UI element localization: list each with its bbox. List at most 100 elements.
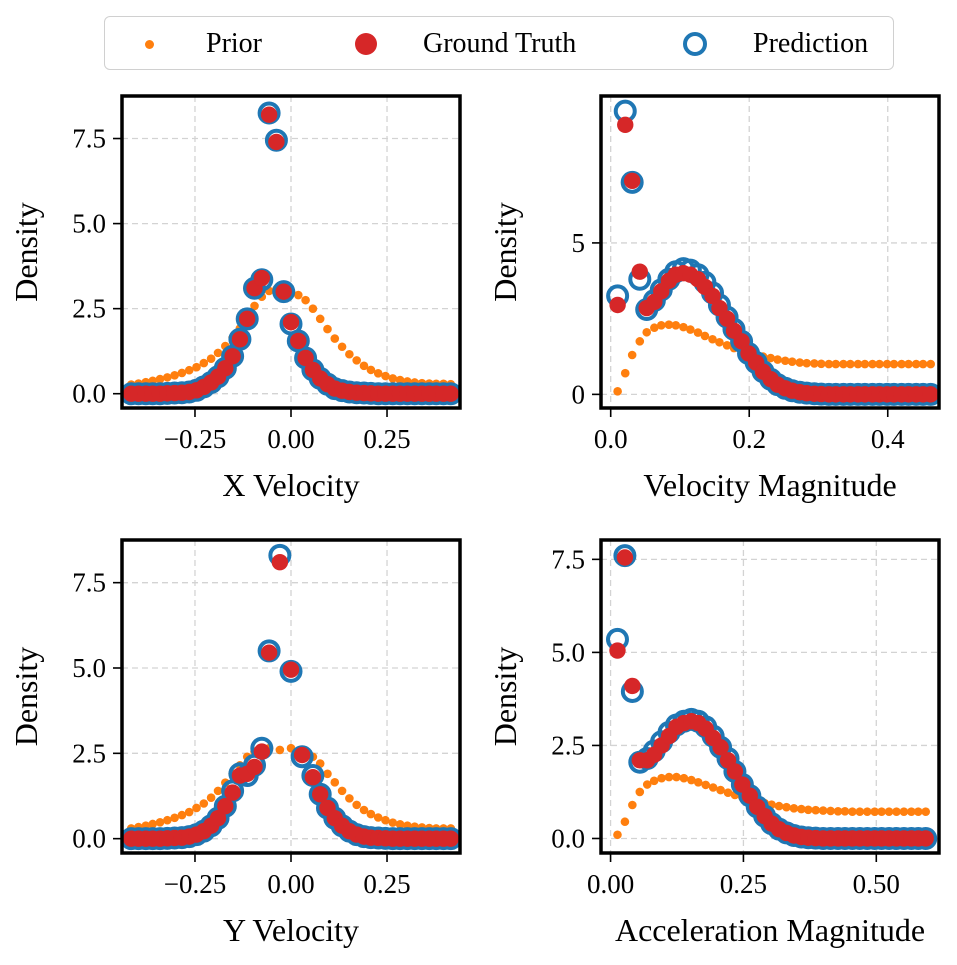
prior-point bbox=[315, 314, 325, 324]
ground-truth-point bbox=[726, 763, 744, 780]
ground-truth-point bbox=[209, 809, 227, 827]
prior-point bbox=[642, 327, 652, 337]
prior-point bbox=[700, 331, 710, 341]
ground-truth-point bbox=[609, 642, 626, 659]
prior-point bbox=[679, 773, 689, 783]
prior-point bbox=[892, 807, 901, 816]
prior-point bbox=[657, 773, 666, 783]
prior-point bbox=[381, 815, 390, 825]
prior-point bbox=[388, 818, 398, 827]
prior-point bbox=[723, 788, 733, 798]
ground-truth-point bbox=[624, 677, 641, 695]
prior-point bbox=[810, 359, 819, 368]
prior-point bbox=[687, 775, 696, 785]
prior-point bbox=[789, 804, 799, 813]
prior-point bbox=[199, 358, 209, 368]
ground-truth-point bbox=[733, 333, 750, 350]
ground-truth-point bbox=[268, 133, 285, 151]
y-axis-label: Density bbox=[8, 202, 44, 302]
prior-point bbox=[921, 807, 931, 816]
prior-point bbox=[366, 365, 376, 375]
x-tick-label: −0.25 bbox=[164, 424, 226, 454]
prior-point bbox=[811, 805, 821, 815]
x-axis-label: Acceleration Magnitude bbox=[615, 912, 925, 948]
prior-point bbox=[802, 358, 812, 368]
ground-truth-point bbox=[260, 644, 278, 661]
prior-point bbox=[780, 356, 790, 366]
prior-point bbox=[206, 354, 216, 363]
ground-truth-point bbox=[260, 106, 278, 123]
prior-point bbox=[716, 785, 725, 795]
ground-truth-point bbox=[631, 263, 648, 280]
prior-point bbox=[679, 322, 688, 332]
y-axis-label: Density bbox=[8, 647, 44, 747]
prior-point bbox=[177, 810, 187, 820]
prior-point bbox=[330, 334, 340, 343]
prior-point bbox=[170, 371, 179, 380]
ground-truth-point bbox=[275, 283, 292, 300]
ground-truth-point bbox=[290, 332, 307, 350]
x-tick-label: 0.0 bbox=[594, 424, 628, 454]
prior-point bbox=[715, 337, 724, 347]
prediction-point bbox=[272, 280, 296, 304]
prior-point bbox=[664, 320, 674, 329]
prior-point bbox=[345, 794, 354, 803]
prior-point bbox=[323, 769, 332, 779]
prior-point bbox=[293, 290, 303, 300]
prior-point bbox=[381, 371, 390, 381]
prior-point bbox=[308, 304, 318, 313]
prior-point bbox=[897, 359, 906, 369]
prior-point bbox=[199, 799, 209, 808]
prior-point bbox=[373, 368, 383, 378]
prior-point bbox=[628, 800, 637, 810]
x-tick-label: 0.25 bbox=[363, 869, 410, 899]
y-tick-label: 7.5 bbox=[551, 544, 585, 574]
y-tick-label: 0 bbox=[572, 379, 586, 409]
prior-point bbox=[824, 359, 834, 369]
prior-point bbox=[797, 804, 806, 814]
ground-truth-point bbox=[224, 348, 241, 365]
y-tick-label: 5.0 bbox=[551, 637, 585, 667]
prior-point bbox=[613, 830, 622, 840]
axes-frame bbox=[599, 538, 941, 855]
prior-point bbox=[635, 337, 645, 346]
prior-point bbox=[388, 374, 398, 383]
prior-point bbox=[206, 793, 216, 803]
panel-velocity-magnitude: 0.0 0.2 0.4 0 5 Velocity Magnitude Density bbox=[487, 94, 941, 503]
prior-point bbox=[337, 786, 347, 796]
x-tick-label: 0.25 bbox=[363, 424, 410, 454]
prior-point bbox=[839, 359, 848, 369]
x-axis-label: Y Velocity bbox=[223, 912, 359, 948]
legend-marker-prior bbox=[145, 39, 154, 49]
legend-entry-prior: Prior bbox=[145, 17, 262, 71]
ground-truth-point bbox=[282, 661, 300, 678]
y-axis-label: Density bbox=[487, 647, 523, 747]
prior-point bbox=[250, 301, 259, 311]
prior-point bbox=[693, 777, 703, 787]
prior-point bbox=[708, 334, 717, 344]
prior-point bbox=[884, 807, 894, 816]
prior-point bbox=[913, 807, 923, 816]
y-tick-label: 5.0 bbox=[72, 653, 106, 683]
ground-truth-point bbox=[616, 549, 634, 566]
prior-point bbox=[642, 780, 652, 789]
ground-truth-point bbox=[712, 739, 729, 756]
prior-point bbox=[352, 356, 361, 365]
x-axis-label: X Velocity bbox=[222, 467, 359, 503]
prior-point bbox=[911, 359, 921, 369]
ground-truth-point bbox=[217, 798, 234, 815]
prior-point bbox=[656, 321, 666, 330]
prior-point bbox=[155, 374, 165, 384]
ground-truth-point bbox=[271, 553, 289, 571]
prior-point bbox=[868, 359, 877, 369]
ground-truth-point bbox=[917, 830, 934, 847]
y-tick-label: 7.5 bbox=[72, 568, 106, 598]
prior-point bbox=[860, 359, 870, 369]
ground-truth-point bbox=[217, 359, 234, 377]
prior-point bbox=[816, 359, 826, 369]
x-tick-label: 0.4 bbox=[871, 424, 905, 454]
prior-point bbox=[148, 819, 158, 829]
prior-point bbox=[301, 295, 310, 305]
prior-point bbox=[613, 387, 622, 396]
